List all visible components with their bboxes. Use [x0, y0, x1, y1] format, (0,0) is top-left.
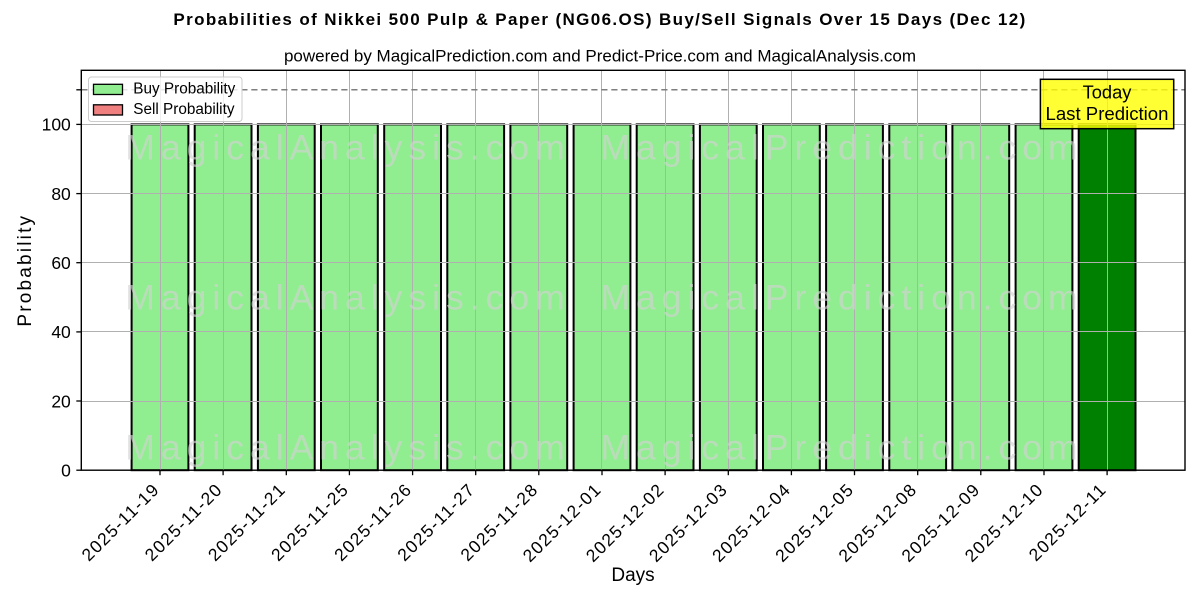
svg-text:MagicalPrediction.com: MagicalPrediction.com — [600, 278, 1083, 318]
svg-text:Sell Probability: Sell Probability — [133, 101, 235, 118]
svg-text:Days: Days — [611, 565, 654, 586]
svg-text:20: 20 — [51, 391, 71, 411]
svg-text:0: 0 — [61, 461, 71, 481]
svg-text:MagicalPrediction.com: MagicalPrediction.com — [600, 428, 1083, 468]
svg-text:MagicalAnalysis.com: MagicalAnalysis.com — [125, 128, 570, 168]
svg-text:powered by MagicalPrediction.c: powered by MagicalPrediction.com and Pre… — [284, 46, 916, 65]
svg-text:Last Prediction: Last Prediction — [1046, 103, 1169, 124]
svg-text:Today: Today — [1083, 82, 1133, 103]
svg-text:Probability: Probability — [15, 214, 36, 327]
svg-text:40: 40 — [51, 322, 71, 342]
svg-text:Probabilities of Nikkei 500 Pu: Probabilities of Nikkei 500 Pulp & Paper… — [173, 10, 1026, 29]
svg-text:MagicalAnalysis.com: MagicalAnalysis.com — [125, 278, 570, 318]
svg-text:MagicalAnalysis.com: MagicalAnalysis.com — [125, 428, 570, 468]
svg-text:Buy Probability: Buy Probability — [133, 80, 235, 97]
svg-text:100: 100 — [42, 115, 71, 135]
svg-text:80: 80 — [51, 184, 71, 204]
svg-text:MagicalPrediction.com: MagicalPrediction.com — [600, 128, 1083, 168]
svg-text:60: 60 — [51, 253, 71, 273]
